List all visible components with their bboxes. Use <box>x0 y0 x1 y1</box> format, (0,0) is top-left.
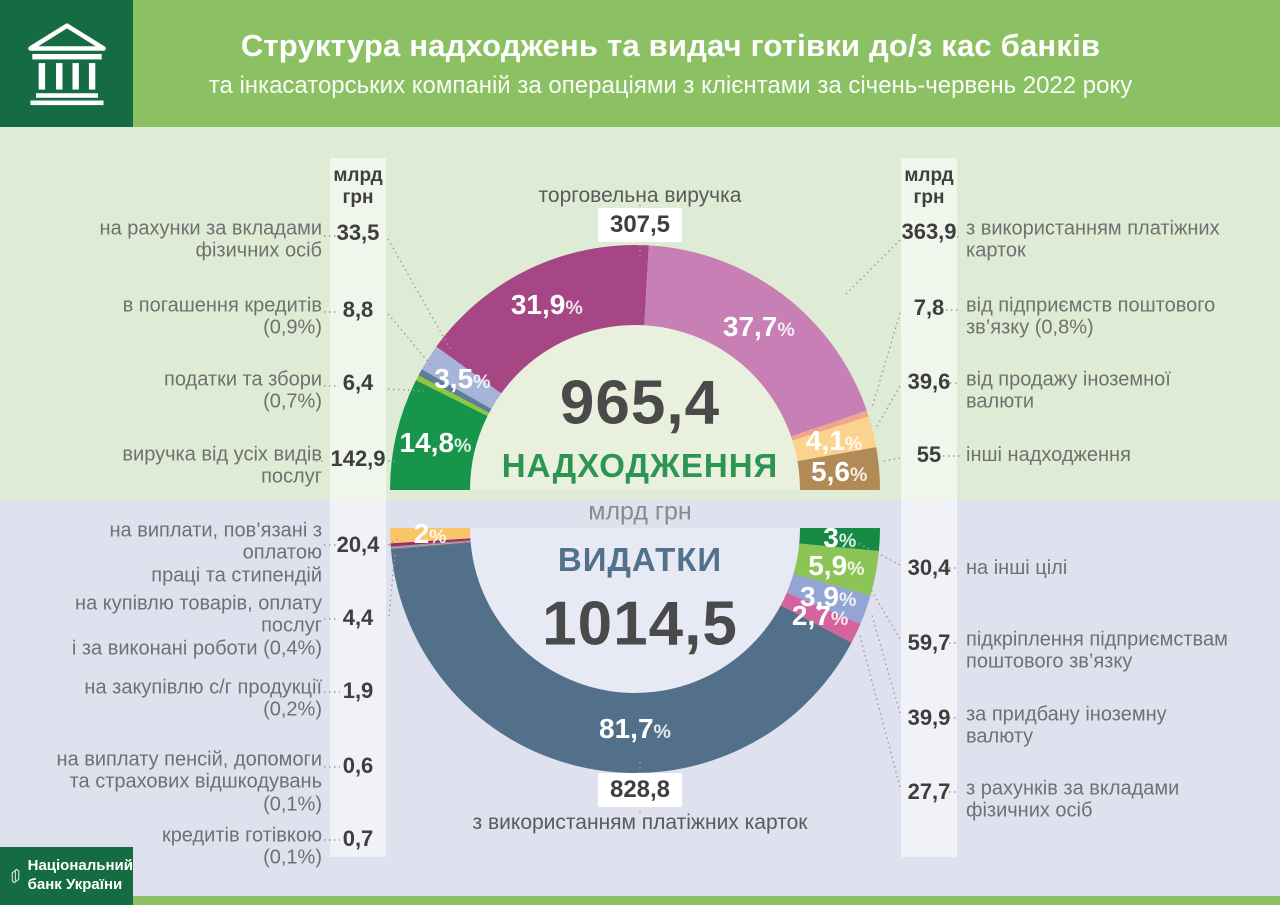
donut-segment <box>390 541 471 550</box>
bank-building-icon <box>27 22 106 105</box>
donut-segment <box>416 375 490 417</box>
donut-segment <box>791 410 869 441</box>
expenditures-title: ВИДАТКИ <box>557 541 723 578</box>
units-label: млрд грн <box>588 497 692 526</box>
receipts-total-value: 965,4 <box>559 368 721 438</box>
left-values-column <box>330 158 386 857</box>
donut-segment <box>390 540 471 548</box>
nbu-name: Національний банк України <box>27 857 133 893</box>
receipts-callout-value: 307,5 <box>597 208 683 242</box>
donut-segment <box>799 528 880 552</box>
donut-segment <box>390 380 488 490</box>
page-subtitle: та інкасаторських компаній за операціями… <box>208 71 1133 99</box>
footer-accent-strip <box>133 896 1280 905</box>
leader-lines <box>316 205 960 841</box>
expenditures-callout-value: 828,8 <box>597 773 683 807</box>
donut-inner-disc <box>470 325 800 490</box>
receipts-title: НАДХОДЖЕННЯ <box>501 447 779 484</box>
donut-segment <box>418 369 492 413</box>
donut-segment <box>644 245 867 437</box>
header-text-block: Структура надходжень та видач готівки до… <box>133 0 1208 127</box>
right-column-unit-header: млрд грн <box>904 165 954 208</box>
donut-segment <box>390 542 852 773</box>
expenditures-callout-label: з використанням платіжних карток <box>472 811 808 834</box>
donut-segment <box>786 573 871 624</box>
donut-segment <box>390 541 471 549</box>
donut-segment <box>792 416 877 462</box>
nbu-logo-box <box>0 0 133 127</box>
left-column-unit-header: млрд грн <box>333 165 383 208</box>
donut-segment <box>421 346 502 409</box>
donut-segment <box>436 244 649 394</box>
page-title: Структура надходжень та видач готівки до… <box>240 27 1101 63</box>
header-banner <box>0 0 1280 127</box>
donut-segment <box>793 543 879 596</box>
receipts-callout-label: торговельна виручка <box>538 184 742 207</box>
donut-segment <box>390 538 471 547</box>
expenditures-total-value: 1014,5 <box>542 589 738 659</box>
donut-segment <box>390 528 471 544</box>
right-values-column <box>901 158 957 857</box>
donut-segment <box>780 592 861 643</box>
donut-inner-disc <box>470 528 800 693</box>
donut-segment <box>797 447 880 490</box>
nbu-emblem-icon <box>11 868 20 884</box>
nbu-footer-badge: Національний банк України <box>0 847 133 905</box>
